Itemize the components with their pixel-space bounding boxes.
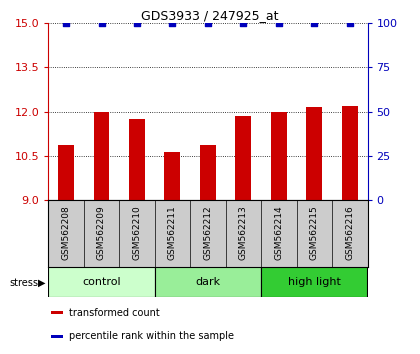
Bar (271, 112, 287, 200)
Point (169, 20, 176, 26)
Bar (342, 105, 358, 200)
Bar (165, 152, 181, 200)
Text: GSM562215: GSM562215 (310, 205, 319, 260)
Bar (48, 267, 155, 297)
Text: GSM562209: GSM562209 (97, 205, 106, 260)
Text: dark: dark (195, 277, 220, 287)
Bar (94, 112, 110, 200)
Bar (58, 145, 74, 200)
Text: GSM562208: GSM562208 (62, 205, 71, 260)
Point (240, 20, 247, 26)
Text: transformed count: transformed count (69, 308, 160, 318)
Text: GSM562211: GSM562211 (168, 205, 177, 260)
Bar (129, 119, 145, 200)
Point (134, 20, 140, 26)
Bar (306, 107, 322, 200)
Text: GSM562214: GSM562214 (274, 205, 284, 259)
Text: stress▶: stress▶ (10, 277, 46, 287)
Text: GSM562216: GSM562216 (345, 205, 354, 260)
Point (311, 20, 318, 26)
Point (276, 20, 282, 26)
Text: percentile rank within the sample: percentile rank within the sample (69, 331, 234, 341)
Bar (261, 267, 368, 297)
Point (346, 20, 353, 26)
Bar (52, 311, 63, 314)
Text: GSM562213: GSM562213 (239, 205, 248, 260)
Point (63, 20, 69, 26)
Text: GDS3933 / 247925_at: GDS3933 / 247925_at (141, 9, 279, 22)
Bar (235, 116, 251, 200)
Text: high light: high light (288, 277, 341, 287)
Bar (200, 145, 216, 200)
Text: GSM562212: GSM562212 (203, 205, 213, 259)
Text: control: control (82, 277, 121, 287)
Bar (155, 267, 261, 297)
Text: GSM562210: GSM562210 (132, 205, 142, 260)
Point (205, 20, 211, 26)
Bar (52, 335, 63, 338)
Point (98, 20, 105, 26)
